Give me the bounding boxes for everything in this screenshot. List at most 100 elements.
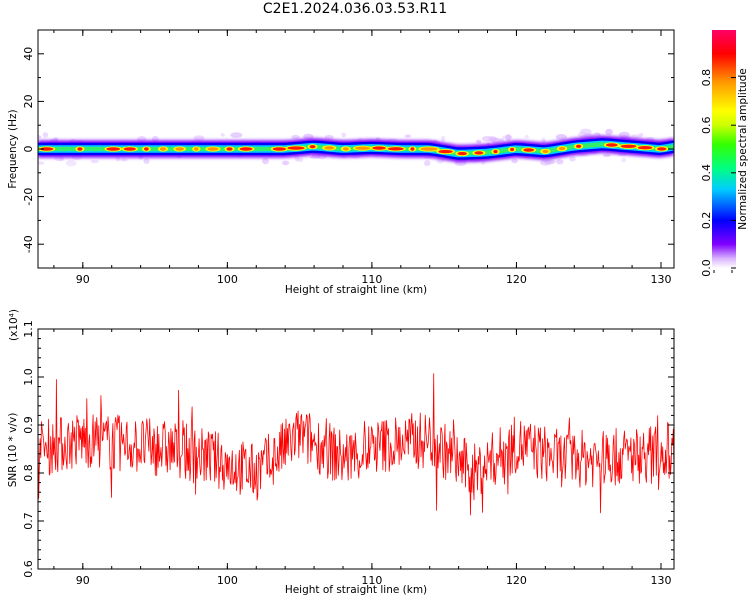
x-tick-label: 90 — [76, 574, 90, 587]
ridge-hotspot-red — [523, 148, 535, 152]
ridge-hotspot-red — [657, 147, 667, 151]
ridge-hotspot-red — [159, 147, 167, 151]
spectrogram-x-axis-label: Height of straight line (km) — [285, 284, 427, 296]
ridge-hotspot-red — [194, 147, 199, 151]
x-tick-label: 100 — [217, 574, 238, 587]
colorbar-tick-label: 0.4 — [700, 164, 713, 182]
noise-blob — [541, 137, 546, 144]
ridge-hotspot-red — [387, 147, 404, 151]
noise-blob — [282, 160, 290, 166]
ridge-hotspot-red — [207, 147, 219, 151]
ridge-hotspot-red — [637, 146, 653, 150]
noise-blob — [115, 156, 121, 162]
noise-blob — [291, 134, 300, 140]
colorbar-tick-label: 0.6 — [700, 116, 713, 134]
ridge-hotspot-red — [605, 143, 618, 147]
noise-blob — [639, 132, 644, 137]
noise-blob — [262, 157, 269, 165]
ridge-hotspot-red — [324, 146, 335, 150]
ridge-hotspot-red — [620, 144, 637, 148]
noise-blob — [230, 132, 243, 138]
noise-blob — [593, 132, 601, 137]
y-tick-label: 1.1 — [22, 320, 35, 338]
ridge-hotspot-red — [575, 144, 582, 148]
ridge-hotspot-red — [457, 151, 468, 156]
noise-blob — [120, 158, 128, 162]
colorbar-tick-label: 0.0 — [700, 259, 713, 277]
noise-blob — [53, 137, 59, 142]
y-tick-label: -40 — [22, 235, 35, 253]
noise-blob — [193, 135, 205, 142]
noise-blob — [296, 157, 304, 162]
noise-blob — [499, 138, 504, 142]
ridge-hotspot-red — [410, 147, 415, 151]
x-tick-label: 130 — [650, 273, 671, 286]
y-tick-label: 0.9 — [22, 416, 35, 434]
y-tick-label: 1.0 — [22, 368, 35, 386]
noise-blob — [505, 134, 512, 141]
noise-blob — [524, 135, 529, 139]
noise-blob — [630, 134, 643, 139]
snr-y-multiplier: (x10⁴) — [8, 309, 20, 341]
noise-blob — [621, 157, 627, 163]
y-tick-label: 0 — [22, 146, 35, 153]
noise-blob — [341, 132, 347, 138]
noise-blob — [90, 159, 99, 164]
ridge-hotspot-red — [287, 146, 305, 150]
noise-blob — [303, 133, 314, 140]
snr-series-line — [38, 373, 674, 516]
noise-blob — [143, 158, 150, 164]
y-tick-label: 0.6 — [22, 560, 35, 578]
x-tick-label: 120 — [506, 574, 527, 587]
y-tick-label: 0.8 — [22, 464, 35, 482]
x-tick-label: 110 — [361, 273, 382, 286]
noise-blob — [424, 160, 431, 167]
ridge-hotspot-red — [309, 145, 316, 149]
noise-blob — [476, 139, 482, 144]
ridge-hotspot-red — [77, 147, 83, 151]
spectrogram-panel: 90 100 110 120 130 40 20 0 -20 -40 Height of stra… — [7, 29, 675, 296]
y-tick-label: 20 — [22, 94, 35, 108]
ridge-hotspot-red — [106, 147, 120, 151]
colorbar-tick-label: 0.8 — [700, 69, 713, 87]
ridge-hotspot-red — [510, 147, 515, 152]
noise-blob — [544, 159, 556, 165]
y-tick-label: 40 — [22, 47, 35, 61]
noise-blob — [580, 128, 592, 135]
ridge-hotspot-red — [123, 147, 136, 151]
x-tick-label: 100 — [217, 273, 238, 286]
ridge-hotspot-red — [40, 147, 54, 151]
colorbar-ticks: 0.0 0.2 0.4 0.6 0.8 — [700, 69, 736, 277]
noise-blob — [569, 156, 576, 162]
colorbar-gradient — [712, 30, 736, 268]
noise-blob — [602, 153, 611, 157]
x-tick-label: 130 — [650, 574, 671, 587]
noise-blob — [42, 132, 49, 138]
noise-blob — [441, 135, 446, 143]
ridge-hotspot-red — [493, 149, 498, 154]
ridge-hotspot-red — [239, 147, 253, 151]
ridge-hotspot-red — [144, 147, 149, 151]
noise-blob — [556, 159, 564, 165]
ridge-hotspot-red — [420, 147, 438, 151]
colorbar-label: Normalized spectral amplitude — [737, 68, 749, 229]
ridge-hotspot-red — [542, 149, 549, 154]
snr-panel: 90 100 110 120 130 0.6 0.7 0.8 0.9 1.0 1.1 Height … — [7, 309, 675, 596]
colorbar-tick-label: 0.2 — [700, 212, 713, 230]
x-tick-label: 110 — [361, 574, 382, 587]
y-tick-label: 0.7 — [22, 512, 35, 530]
snr-x-axis-label: Height of straight line (km) — [285, 584, 427, 596]
ridge-hotspot-red — [226, 147, 233, 151]
noise-blob — [605, 128, 613, 136]
noise-blob — [220, 133, 225, 137]
ridge-hotspot-red — [474, 151, 484, 155]
noise-blob — [511, 158, 518, 164]
spectrogram-y-axis-label: Frequency (Hz) — [7, 109, 19, 188]
noise-blob — [404, 134, 412, 138]
snr-ticks: 90 100 110 120 130 0.6 0.7 0.8 0.9 1.0 1.1 — [22, 320, 674, 587]
ridge-hotspot-red — [558, 146, 566, 151]
noise-blob — [481, 135, 493, 142]
ridge-hotspot-red — [175, 147, 184, 151]
snr-y-axis-label: SNR (10 * v/v) — [7, 413, 19, 488]
